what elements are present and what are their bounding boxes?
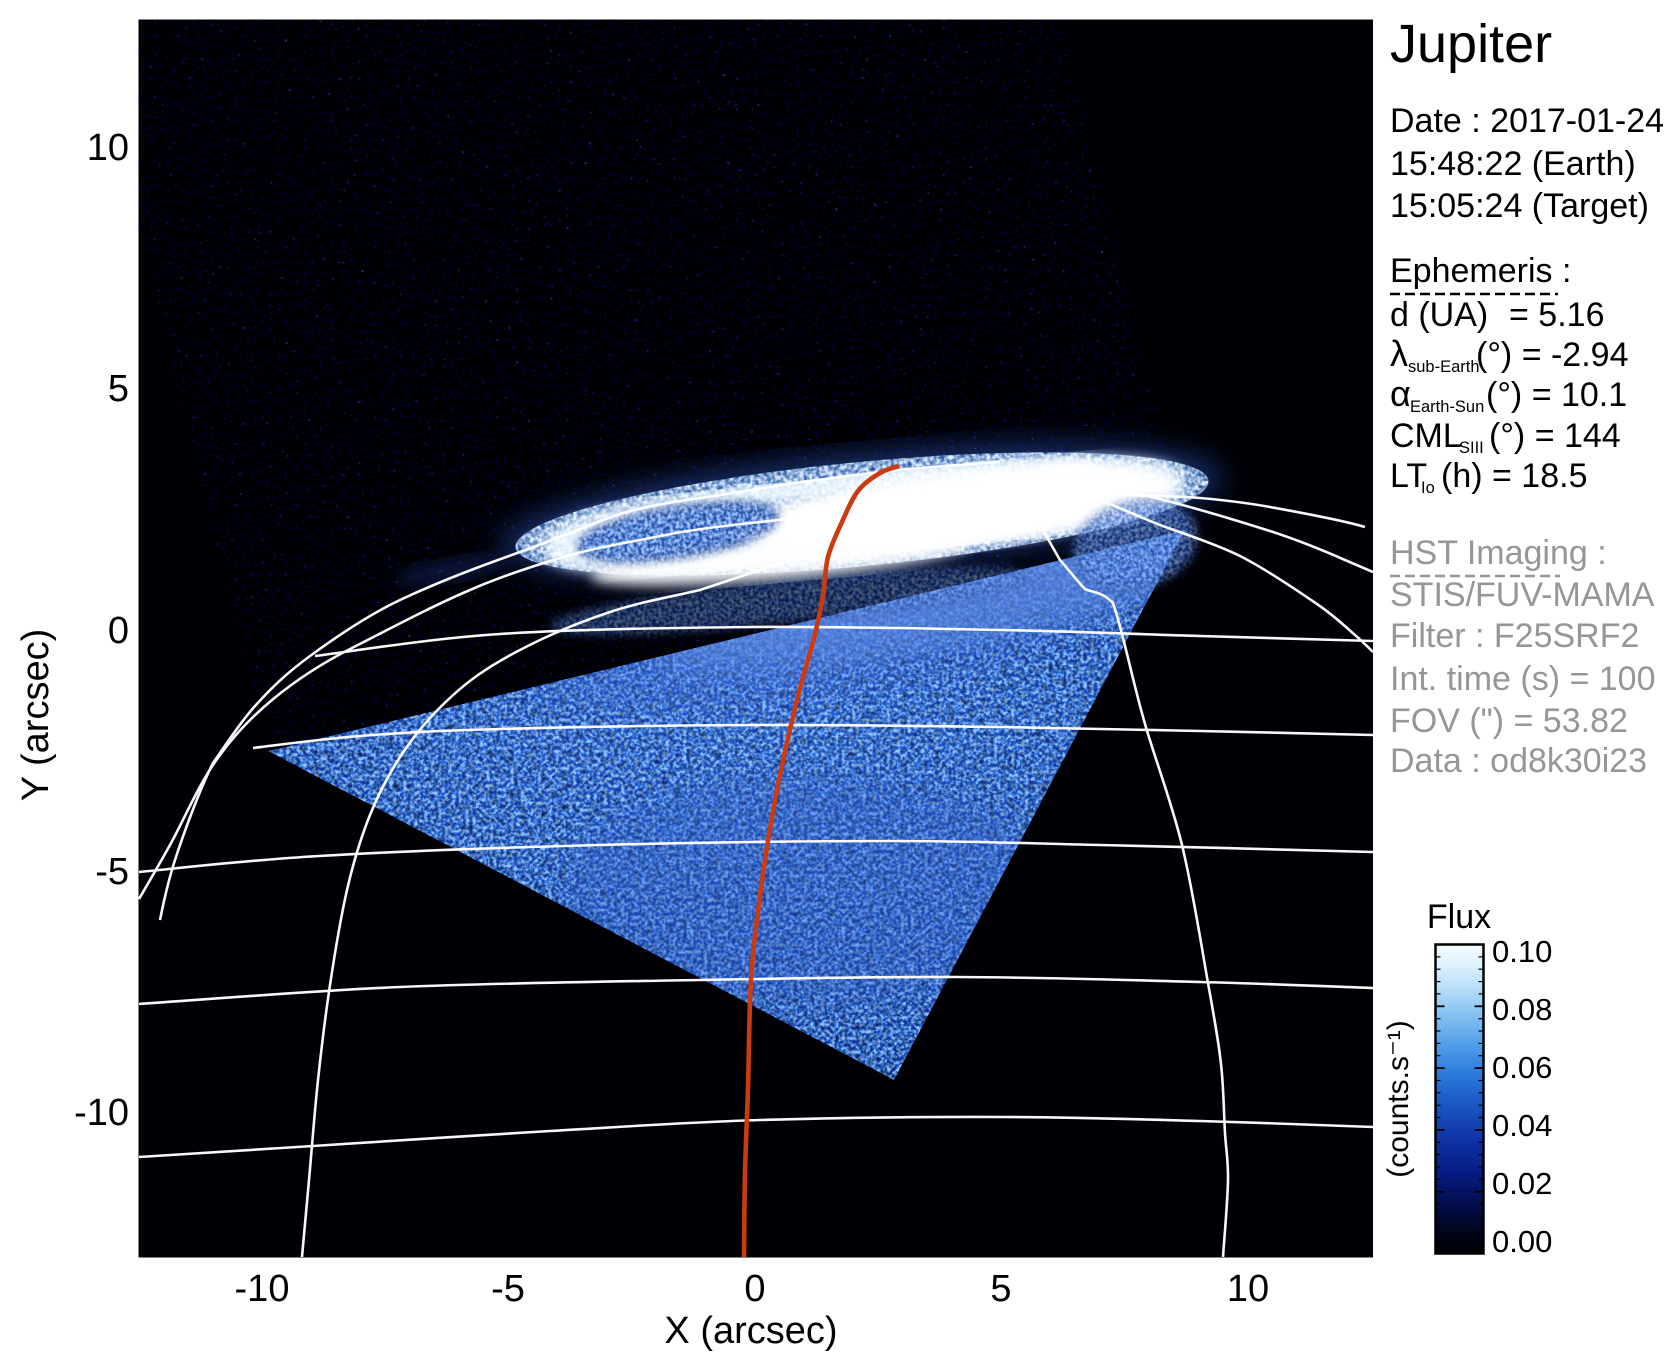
svg-text:sub-Earth: sub-Earth (1408, 358, 1480, 376)
svg-text:5: 5 (990, 1268, 1011, 1310)
svg-text:LT: LT (1390, 457, 1427, 495)
svg-text:0.08: 0.08 (1492, 992, 1552, 1027)
svg-text:-5: -5 (491, 1268, 525, 1310)
svg-text:CML: CML (1390, 417, 1462, 455)
svg-text:15:05:24 (Target): 15:05:24 (Target) (1390, 187, 1649, 225)
svg-text:10: 10 (87, 127, 129, 169)
svg-text:(°) = -2.94: (°) = -2.94 (1476, 336, 1629, 374)
svg-text:FOV (") = 53.82: FOV (") = 53.82 (1390, 702, 1628, 740)
svg-text:STIS/FUV-MAMA: STIS/FUV-MAMA (1390, 576, 1655, 614)
svg-text:0: 0 (744, 1268, 765, 1310)
svg-text:(h) = 18.5: (h) = 18.5 (1441, 457, 1587, 495)
svg-text:5: 5 (108, 368, 129, 410)
svg-text:Earth-Sun: Earth-Sun (1410, 398, 1484, 416)
svg-text:0.10: 0.10 (1492, 934, 1552, 969)
svg-text:-5: -5 (95, 851, 129, 893)
svg-text:Flux: Flux (1427, 898, 1491, 936)
svg-text:Filter : F25SRF2: Filter : F25SRF2 (1390, 617, 1639, 655)
svg-text:d (UA): d (UA) (1390, 296, 1488, 334)
svg-text:0: 0 (108, 610, 129, 652)
svg-text:λ: λ (1390, 333, 1408, 374)
svg-text:Io: Io (1421, 479, 1435, 497)
svg-text:Int. time (s) = 100: Int. time (s) = 100 (1390, 660, 1656, 698)
svg-text:-10: -10 (74, 1092, 129, 1134)
svg-text:Y (arcsec): Y (arcsec) (15, 629, 57, 801)
svg-text:0.00: 0.00 (1492, 1224, 1552, 1259)
svg-text:X (arcsec): X (arcsec) (664, 1310, 837, 1352)
svg-text:(°) = 144: (°) = 144 (1489, 417, 1621, 455)
svg-text:(counts.s⁻¹): (counts.s⁻¹) (1382, 1020, 1415, 1178)
svg-text:0.04: 0.04 (1492, 1108, 1552, 1143)
svg-text:HST Imaging :: HST Imaging : (1390, 534, 1607, 572)
svg-text:0.06: 0.06 (1492, 1050, 1552, 1085)
svg-text:Ephemeris :: Ephemeris : (1390, 252, 1571, 290)
svg-text:Data : od8k30i23: Data : od8k30i23 (1390, 742, 1647, 780)
svg-text:Date : 2017-01-24: Date : 2017-01-24 (1390, 102, 1664, 140)
svg-text:Jupiter: Jupiter (1390, 14, 1552, 74)
svg-text:-10: -10 (235, 1268, 290, 1310)
svg-text:10: 10 (1227, 1268, 1269, 1310)
svg-text:0.02: 0.02 (1492, 1166, 1552, 1201)
svg-text:(°) = 10.1: (°) = 10.1 (1486, 376, 1627, 414)
svg-text:= 5.16: = 5.16 (1509, 296, 1604, 334)
svg-text:SIII: SIII (1459, 439, 1484, 457)
svg-text:15:48:22 (Earth): 15:48:22 (Earth) (1390, 145, 1636, 183)
svg-text:α: α (1390, 373, 1411, 414)
